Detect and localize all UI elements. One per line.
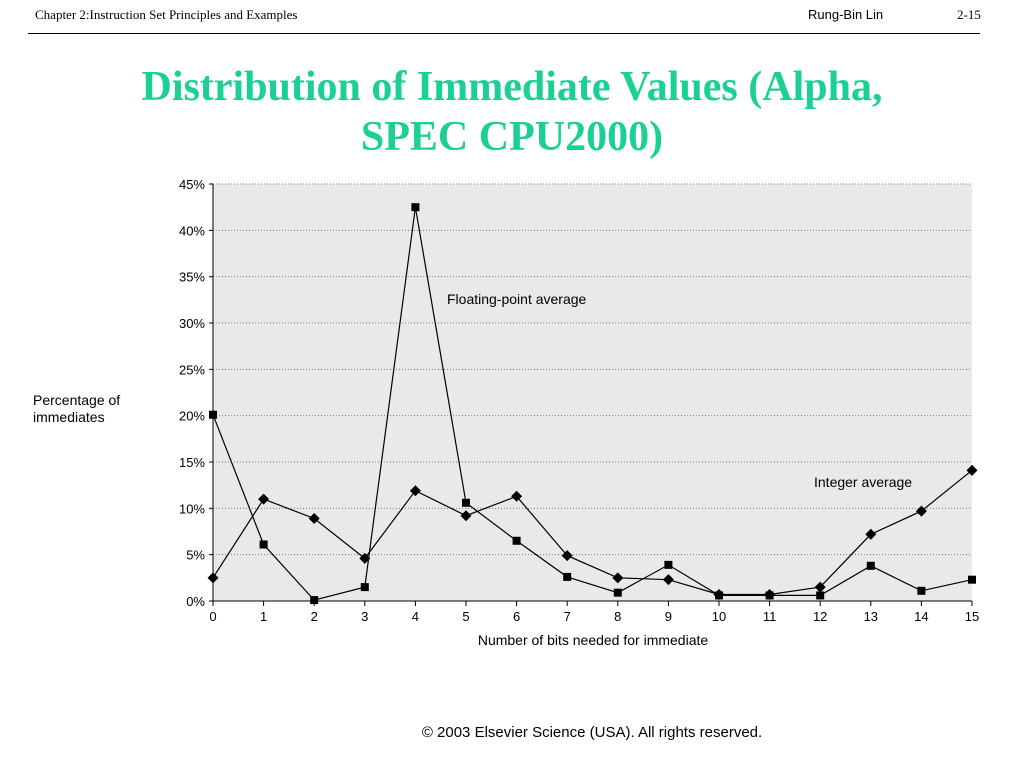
y-tick-label: 10% xyxy=(179,501,205,516)
data-point-square xyxy=(360,583,369,592)
x-tick-label: 14 xyxy=(914,609,928,624)
copyright-notice: © 2003 Elsevier Science (USA). All right… xyxy=(421,724,763,741)
x-tick-label: 0 xyxy=(209,609,216,624)
y-tick-label: 35% xyxy=(179,270,205,285)
data-point-square xyxy=(259,540,268,549)
data-point-diamond xyxy=(814,581,826,593)
y-axis-label: Percentage of immediates xyxy=(33,392,124,425)
data-point-diamond xyxy=(511,490,523,502)
y-tick-label: 45% xyxy=(179,177,205,192)
data-point-diamond xyxy=(915,505,927,517)
x-tick-label: 15 xyxy=(965,609,979,624)
y-axis-label-line-1: Percentage of xyxy=(33,392,120,408)
data-point-diamond xyxy=(308,513,320,525)
data-point-square xyxy=(462,498,470,507)
data-point-diamond xyxy=(561,550,573,562)
data-point-square xyxy=(563,572,572,581)
series-line-integer xyxy=(212,469,973,596)
x-tick-label: 11 xyxy=(763,609,777,624)
data-point-diamond xyxy=(612,572,624,584)
x-tick-label: 12 xyxy=(813,609,827,624)
x-tick-label: 7 xyxy=(564,609,571,624)
slide-title-line-1: Distribution of Immediate Values (Alpha, xyxy=(141,64,883,110)
data-point-diamond xyxy=(764,589,776,601)
data-point-square xyxy=(411,203,420,212)
x-tick-label: 4 xyxy=(412,609,419,624)
data-point-square xyxy=(917,586,926,595)
series-label-floating-point: Floating-point average xyxy=(447,291,587,307)
data-point-square xyxy=(664,560,673,569)
y-tick-label: 25% xyxy=(179,362,205,377)
data-point-square xyxy=(512,536,521,545)
data-point-diamond xyxy=(662,574,674,586)
header-page-number: 2-15 xyxy=(957,7,981,22)
series-label-integer: Integer average xyxy=(814,474,912,490)
data-point-square xyxy=(209,410,217,419)
data-point-square xyxy=(866,561,875,570)
y-tick-label: 30% xyxy=(179,316,205,331)
y-axis-label-line-2: immediates xyxy=(33,409,105,425)
data-point-square xyxy=(968,575,976,584)
x-tick-label: 6 xyxy=(513,609,520,624)
x-axis-ticks: 0 1 2 3 4 5 6 7 8 9 10 11 12 13 14 15 xyxy=(209,601,979,624)
data-point-diamond xyxy=(966,464,978,476)
data-point-diamond xyxy=(713,589,725,601)
data-point-diamond xyxy=(207,572,219,584)
y-tick-label: 0% xyxy=(186,594,205,609)
x-tick-label: 1 xyxy=(260,609,267,624)
header-author: Rung-Bin Lin xyxy=(808,7,884,22)
x-tick-label: 10 xyxy=(712,609,726,624)
y-tick-label: 15% xyxy=(179,455,205,470)
y-tick-label: 40% xyxy=(179,223,205,238)
data-point-diamond xyxy=(258,493,270,505)
x-axis-label: Number of bits needed for immediate xyxy=(478,632,709,648)
data-point-diamond xyxy=(359,552,371,564)
plot-area xyxy=(213,184,972,601)
x-tick-label: 9 xyxy=(665,609,672,624)
x-tick-label: 5 xyxy=(462,609,469,624)
series-line-floating-point xyxy=(212,207,973,601)
y-axis-ticks: 0% 5% 10% 15% 20% 25% 30% 35% 40% 45% xyxy=(179,177,213,609)
header-divider xyxy=(28,33,980,34)
gridlines xyxy=(213,183,972,556)
data-point-diamond xyxy=(409,485,421,497)
data-point-square xyxy=(816,591,825,600)
series-markers xyxy=(207,203,978,605)
series-lines xyxy=(212,207,973,601)
axes xyxy=(212,184,972,602)
x-tick-label: 13 xyxy=(864,609,878,624)
y-tick-label: 20% xyxy=(179,409,205,424)
x-tick-label: 3 xyxy=(361,609,368,624)
data-point-diamond xyxy=(460,510,472,522)
data-point-square xyxy=(310,596,319,605)
data-point-diamond xyxy=(865,528,877,540)
header-chapter: Chapter 2:Instruction Set Principles and… xyxy=(35,7,298,22)
y-tick-label: 5% xyxy=(186,548,205,563)
x-tick-label: 8 xyxy=(614,609,621,624)
slide-title: Distribution of Immediate Values (Alpha,… xyxy=(0,62,1024,162)
data-point-square xyxy=(613,588,622,597)
x-tick-label: 2 xyxy=(311,609,318,624)
slide-title-line-2: SPEC CPU2000) xyxy=(360,114,664,160)
